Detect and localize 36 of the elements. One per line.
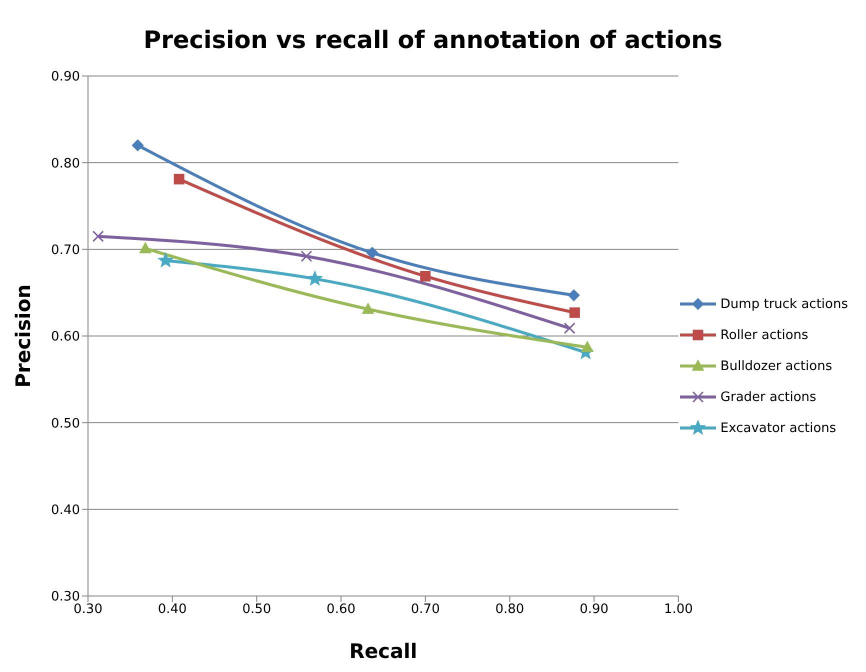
x-tick-label: 1.00 — [664, 602, 693, 618]
point — [569, 307, 580, 318]
point — [308, 272, 322, 285]
point — [420, 270, 431, 282]
x-tick-label: 0.80 — [495, 602, 524, 618]
x-tick-label: 0.40 — [158, 602, 187, 618]
legend-label: Bulldozer actions — [720, 358, 832, 374]
legend-label: Grader actions — [720, 390, 816, 404]
legend-label: Roller actions — [720, 328, 808, 342]
point — [174, 174, 184, 184]
point — [300, 250, 312, 262]
x-tick-label: 0.90 — [580, 602, 609, 618]
y-tick-label: 0.90 — [51, 70, 80, 85]
y-tick-label: 0.70 — [51, 242, 80, 258]
x-axis-title: Recall — [349, 639, 418, 663]
y-tick-label: 0.80 — [51, 156, 80, 172]
point — [568, 290, 580, 302]
point — [132, 140, 144, 152]
y-tick-label: 0.40 — [51, 502, 80, 518]
chart-title: Precision vs recall of annotation of actions — [142, 25, 724, 56]
legend-label: Dump truck actions — [720, 296, 848, 312]
point — [140, 242, 152, 254]
point — [362, 303, 374, 314]
legend-label: Excavator actions — [720, 420, 836, 436]
x-tick-label: 0.30 — [74, 602, 102, 618]
point — [92, 230, 104, 242]
x-tick-label: 0.70 — [410, 602, 440, 618]
point — [564, 322, 576, 334]
x-tick-label: 0.60 — [326, 602, 356, 618]
y-tick-label: 0.60 — [51, 330, 80, 345]
y-axis-title: Precision — [11, 284, 36, 388]
point — [366, 247, 378, 259]
point — [158, 253, 173, 267]
y-tick-label: 0.50 — [51, 416, 80, 432]
x-tick-label: 0.50 — [242, 602, 272, 618]
y-tick-label: 0.30 — [51, 590, 80, 605]
